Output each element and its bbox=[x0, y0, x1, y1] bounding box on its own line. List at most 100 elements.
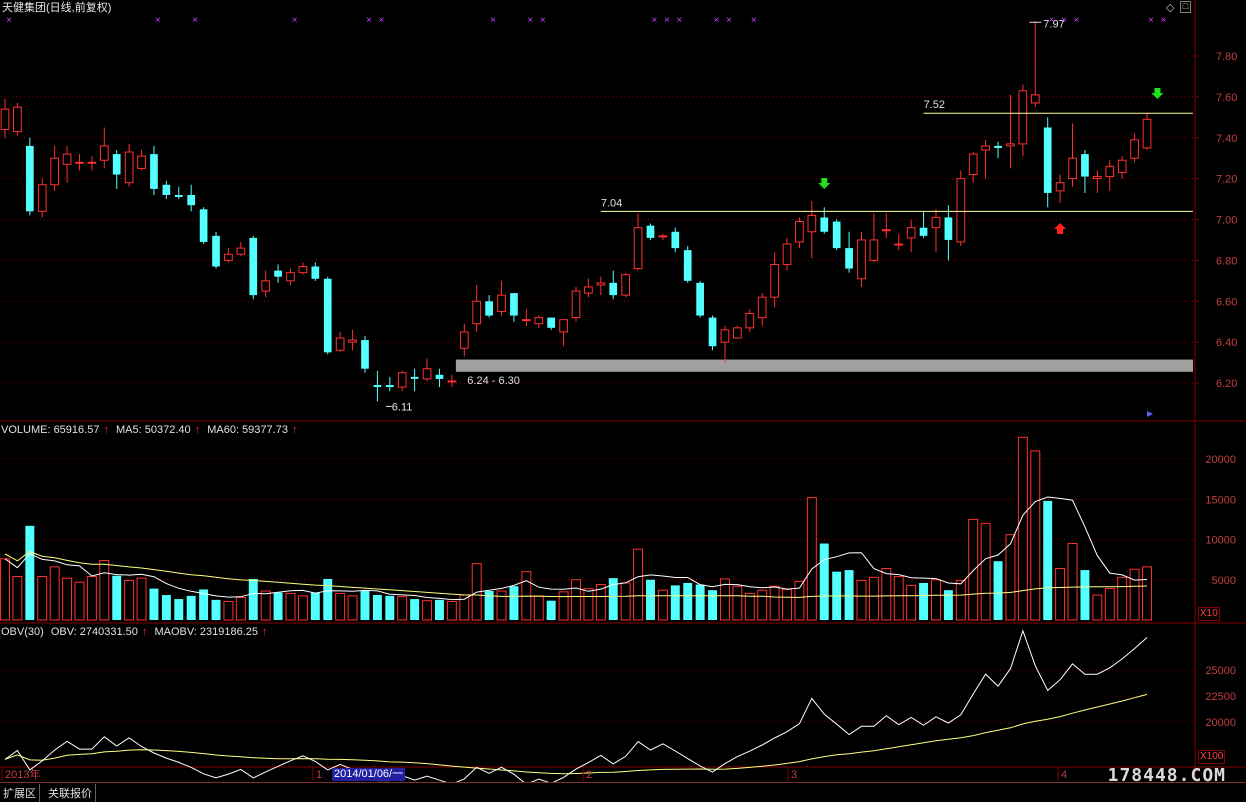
event-marker-icon: × bbox=[6, 15, 12, 26]
volume-bar bbox=[968, 518, 979, 621]
candle-body bbox=[87, 161, 97, 164]
candle-body bbox=[485, 301, 493, 316]
candle-body bbox=[0, 108, 10, 131]
volume-bar bbox=[757, 589, 768, 621]
volume-bar bbox=[124, 580, 135, 621]
level-label: 7.04 bbox=[601, 197, 622, 209]
volume-bar bbox=[1017, 436, 1028, 621]
event-marker-icon: × bbox=[726, 15, 732, 26]
x-axis-label: 1 bbox=[316, 769, 322, 781]
price-tick-label: 7.20 bbox=[1216, 174, 1237, 186]
volume-bar bbox=[943, 590, 953, 620]
expand-icon[interactable]: ◇ bbox=[1166, 2, 1175, 14]
arrow-down-icon bbox=[818, 178, 831, 189]
volume-bar bbox=[174, 599, 184, 620]
candle-body bbox=[869, 239, 879, 261]
candle-body bbox=[25, 145, 34, 212]
volume-bar bbox=[86, 576, 97, 621]
candle-body bbox=[137, 155, 146, 169]
candle-body bbox=[658, 235, 668, 238]
volume-bar bbox=[546, 600, 556, 620]
volume-tick-label: 20000 bbox=[1205, 454, 1236, 466]
candle-body bbox=[124, 151, 134, 184]
maximize-icon[interactable]: □ bbox=[1180, 1, 1191, 13]
candle-body bbox=[894, 243, 904, 246]
volume-bar bbox=[49, 566, 60, 621]
candle-body bbox=[1081, 154, 1089, 177]
volume-tick-label: 10000 bbox=[1205, 535, 1236, 547]
candle-body bbox=[274, 270, 282, 277]
event-marker-icon: × bbox=[1074, 15, 1080, 26]
volume-bar bbox=[1030, 450, 1041, 621]
candle-body bbox=[261, 280, 271, 292]
volume-bar bbox=[856, 580, 867, 621]
volume-bar bbox=[211, 599, 221, 620]
x-axis-label: 3 bbox=[791, 769, 797, 781]
volume-bar bbox=[819, 543, 829, 620]
candle-body bbox=[857, 239, 866, 280]
candle-body bbox=[187, 194, 196, 206]
arrow-up-icon: ↑ bbox=[103, 424, 109, 436]
candle-body bbox=[422, 368, 432, 380]
candle-body bbox=[906, 227, 916, 239]
volume-bar bbox=[533, 595, 544, 621]
volume-bar bbox=[484, 591, 494, 620]
candle-body bbox=[174, 194, 183, 198]
candle-body bbox=[633, 227, 643, 270]
event-marker-icon: × bbox=[652, 15, 658, 26]
candle-body bbox=[99, 145, 109, 161]
volume-bar bbox=[708, 590, 718, 620]
candle-body bbox=[981, 145, 990, 151]
volume-bar bbox=[1067, 543, 1078, 621]
candle-body bbox=[956, 178, 966, 243]
volume-bar bbox=[372, 595, 382, 620]
volume-bar bbox=[657, 589, 668, 621]
event-marker-icon: × bbox=[751, 15, 757, 26]
volume-bar bbox=[347, 595, 358, 621]
candle-body bbox=[596, 282, 606, 286]
arrow-up-icon: ↑ bbox=[141, 626, 148, 638]
volume-ma60-line bbox=[4, 551, 1148, 598]
volume-bar bbox=[422, 600, 433, 621]
volume-bar bbox=[74, 581, 85, 621]
volume-bar bbox=[670, 585, 680, 620]
event-marker-icon: × bbox=[1049, 15, 1055, 26]
tab-related-quotes[interactable]: 关联报价 bbox=[45, 784, 96, 802]
candle-body bbox=[410, 376, 419, 379]
tab-extension-area[interactable]: 扩展区 bbox=[0, 784, 40, 802]
candle-body bbox=[534, 317, 544, 325]
volume-bar bbox=[1055, 567, 1066, 621]
obv-tick-label: 20000 bbox=[1205, 717, 1236, 729]
support-range-label: 6.24 - 6.30 bbox=[467, 375, 520, 387]
candle-body bbox=[559, 319, 568, 333]
candle-body bbox=[968, 153, 978, 176]
volume-bar bbox=[99, 559, 110, 621]
volume-bar bbox=[620, 582, 631, 621]
volume-bar bbox=[931, 579, 941, 621]
candle-body bbox=[683, 250, 692, 281]
volume-bar bbox=[794, 580, 805, 621]
candle-body bbox=[224, 253, 233, 261]
price-tick-label: 7.00 bbox=[1216, 215, 1237, 227]
volume-bar bbox=[919, 582, 929, 620]
event-marker-icon: × bbox=[664, 15, 670, 26]
candle-body bbox=[311, 266, 320, 279]
candle-body bbox=[881, 229, 891, 232]
arrow-up-icon: ↑ bbox=[194, 424, 201, 436]
candle-body bbox=[820, 217, 829, 232]
candle-body bbox=[931, 216, 941, 229]
volume-bar bbox=[509, 586, 519, 620]
high-label: 7.97 bbox=[1043, 18, 1064, 30]
volume-bar bbox=[695, 584, 705, 620]
candle-body bbox=[584, 286, 593, 294]
candle-body bbox=[236, 247, 246, 255]
candle-body bbox=[162, 184, 171, 195]
event-marker-icon: × bbox=[1061, 15, 1067, 26]
volume-ma5-line bbox=[4, 496, 1148, 601]
obv-tick-label: 22500 bbox=[1205, 691, 1236, 703]
candle-body bbox=[944, 217, 953, 240]
volume-bar bbox=[881, 567, 892, 621]
candle-body bbox=[770, 263, 779, 298]
volume-bar bbox=[1080, 570, 1090, 620]
